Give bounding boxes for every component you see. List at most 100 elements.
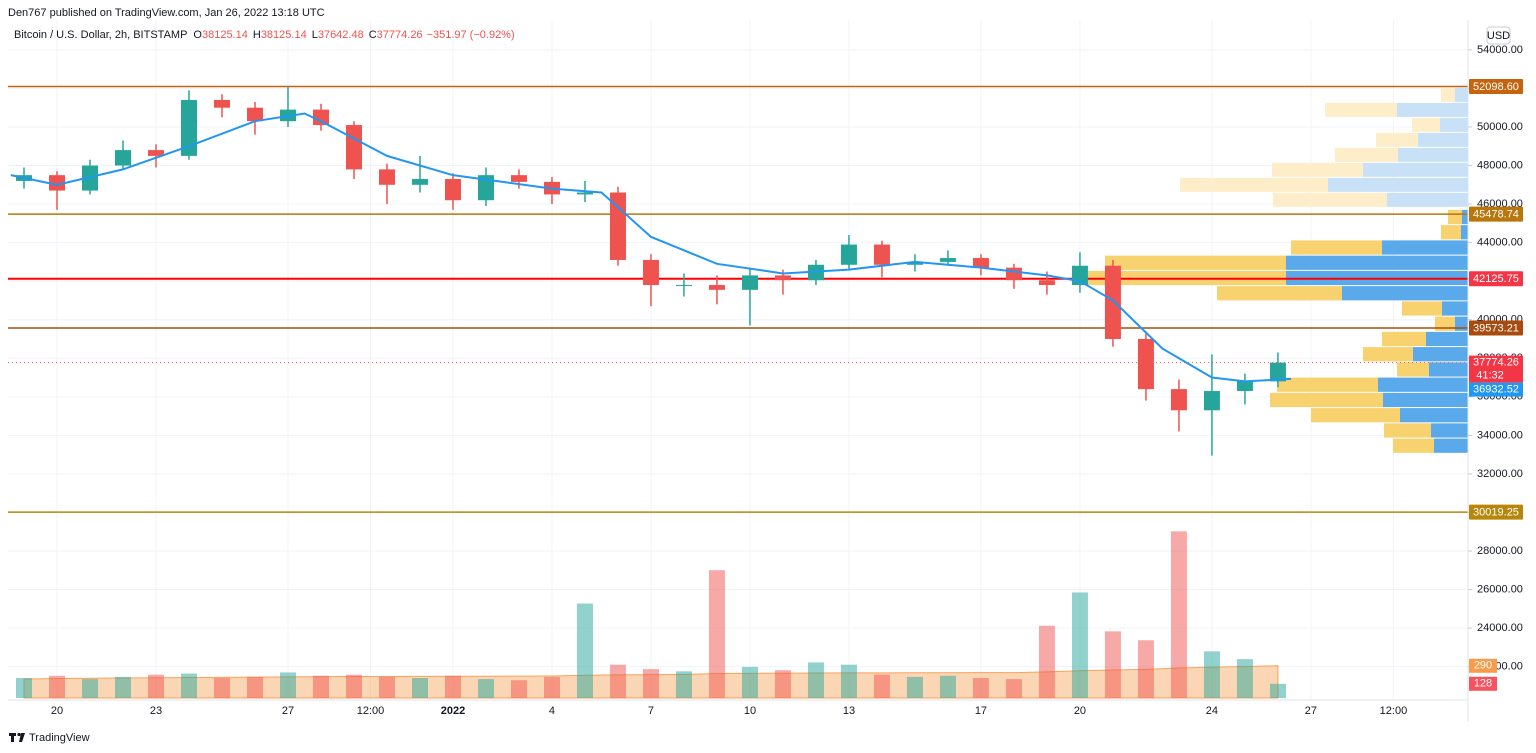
profile-up	[1455, 87, 1468, 102]
last-price-label: 37774.26	[1473, 357, 1519, 369]
volume-bar	[1071, 592, 1088, 698]
candle-body	[1005, 267, 1022, 281]
countdown: 41:32	[1476, 370, 1504, 382]
volume-bar	[1269, 683, 1286, 698]
profile-up	[1328, 177, 1468, 192]
volume-bar	[906, 676, 923, 698]
candle-body	[378, 169, 395, 185]
legend-value: 37642.48	[318, 29, 364, 41]
x-tick-label: 12:00	[1380, 705, 1408, 717]
moving-average	[10, 112, 1292, 383]
candle-body	[972, 258, 989, 268]
volume-bar	[675, 671, 692, 698]
profile-down	[1363, 347, 1413, 362]
legend-value: 38125.14	[261, 29, 307, 41]
y-tick-label: 44000.00	[1477, 237, 1523, 249]
x-tick-label: 27	[1305, 705, 1317, 717]
profile-up	[1440, 117, 1468, 132]
volume-bar	[609, 664, 626, 698]
header: Den767 published on TradingView.com, Jan…	[8, 7, 325, 19]
y-tick-label: 28000.00	[1477, 545, 1523, 557]
volume-bar	[972, 678, 989, 698]
volume-bar	[1104, 631, 1121, 698]
volume-label: 128	[1474, 678, 1492, 690]
level-label: 52098.60	[1473, 81, 1519, 93]
legend-key: C	[369, 29, 377, 41]
volume-bar	[180, 673, 197, 698]
volume-bar	[543, 676, 560, 698]
volume-bar	[477, 679, 494, 698]
profile-up	[1400, 408, 1468, 423]
volume-bar	[345, 674, 362, 698]
legend-value: 37774.26	[377, 29, 423, 41]
profile-down	[1270, 392, 1383, 408]
profile-up	[1418, 132, 1468, 147]
volume-bar	[873, 674, 890, 698]
profile-down	[1402, 301, 1442, 316]
currency-button[interactable]	[1486, 26, 1511, 45]
legend-key: O	[193, 29, 202, 41]
volume-bar	[741, 666, 758, 698]
profile-down	[1217, 286, 1342, 301]
y-tick-label: 32000.00	[1477, 468, 1523, 480]
brand: TradingView	[29, 732, 90, 744]
profile-down	[1382, 331, 1426, 347]
legend-symbol: Bitcoin / U.S. Dollar, 2h, BITSTAMP	[14, 29, 187, 41]
profile-down	[1412, 117, 1440, 132]
x-tick-label: 27	[282, 705, 294, 717]
volume-box	[1469, 676, 1497, 691]
candle-body	[1203, 391, 1220, 411]
profile-up	[1462, 209, 1468, 225]
candle-body	[906, 261, 923, 265]
profile-down	[1311, 408, 1400, 423]
volume-ma-label: 290	[1474, 660, 1492, 672]
profile-up	[1342, 286, 1468, 301]
currency[interactable]: USD	[1487, 30, 1510, 42]
profile-up	[1434, 438, 1468, 453]
volume-bar	[1038, 625, 1055, 698]
profile-down	[1435, 316, 1455, 331]
x-tick-label: 7	[648, 705, 654, 717]
volume-bar	[840, 664, 857, 698]
volume-bar	[114, 676, 131, 698]
profile-up	[1382, 240, 1468, 255]
legend-key: L	[312, 29, 318, 41]
profile-down	[1384, 423, 1431, 438]
candle-body	[180, 99, 197, 156]
profile-up	[1429, 362, 1468, 377]
volume-bar	[49, 675, 66, 698]
volume-bar	[510, 680, 527, 698]
x-tick-label: 24	[1206, 705, 1218, 717]
level-label: 42125.75	[1473, 273, 1519, 285]
candle-body	[774, 275, 791, 281]
candle-body	[1104, 265, 1121, 339]
level-box	[1469, 504, 1523, 520]
candle-body	[312, 109, 329, 126]
candle-body	[477, 175, 494, 201]
y-tick-label: 34000.00	[1477, 429, 1523, 441]
profile-down	[1397, 362, 1429, 377]
volume-bar	[279, 672, 296, 698]
y-tick-label: 48000.00	[1477, 159, 1523, 171]
profile-up	[1461, 225, 1468, 240]
candle-body	[741, 275, 758, 290]
level-box	[1469, 271, 1523, 287]
volume-bar	[1236, 659, 1253, 698]
candle-body	[873, 244, 890, 265]
candle-body	[114, 150, 131, 166]
level-box	[1469, 79, 1523, 95]
y-tick-label: 50000.00	[1477, 121, 1523, 133]
volume-bar	[774, 670, 791, 698]
x-tick-label: 17	[975, 705, 987, 717]
x-tick-label: 23	[150, 705, 162, 717]
candle-body	[246, 107, 263, 122]
candle-body	[1269, 362, 1286, 382]
candle-body	[576, 192, 593, 195]
volume-bar	[82, 679, 99, 698]
volume-bar	[147, 674, 164, 698]
volume-bar	[807, 662, 824, 698]
legend-key: H	[253, 29, 261, 41]
volume-bar	[708, 570, 725, 698]
